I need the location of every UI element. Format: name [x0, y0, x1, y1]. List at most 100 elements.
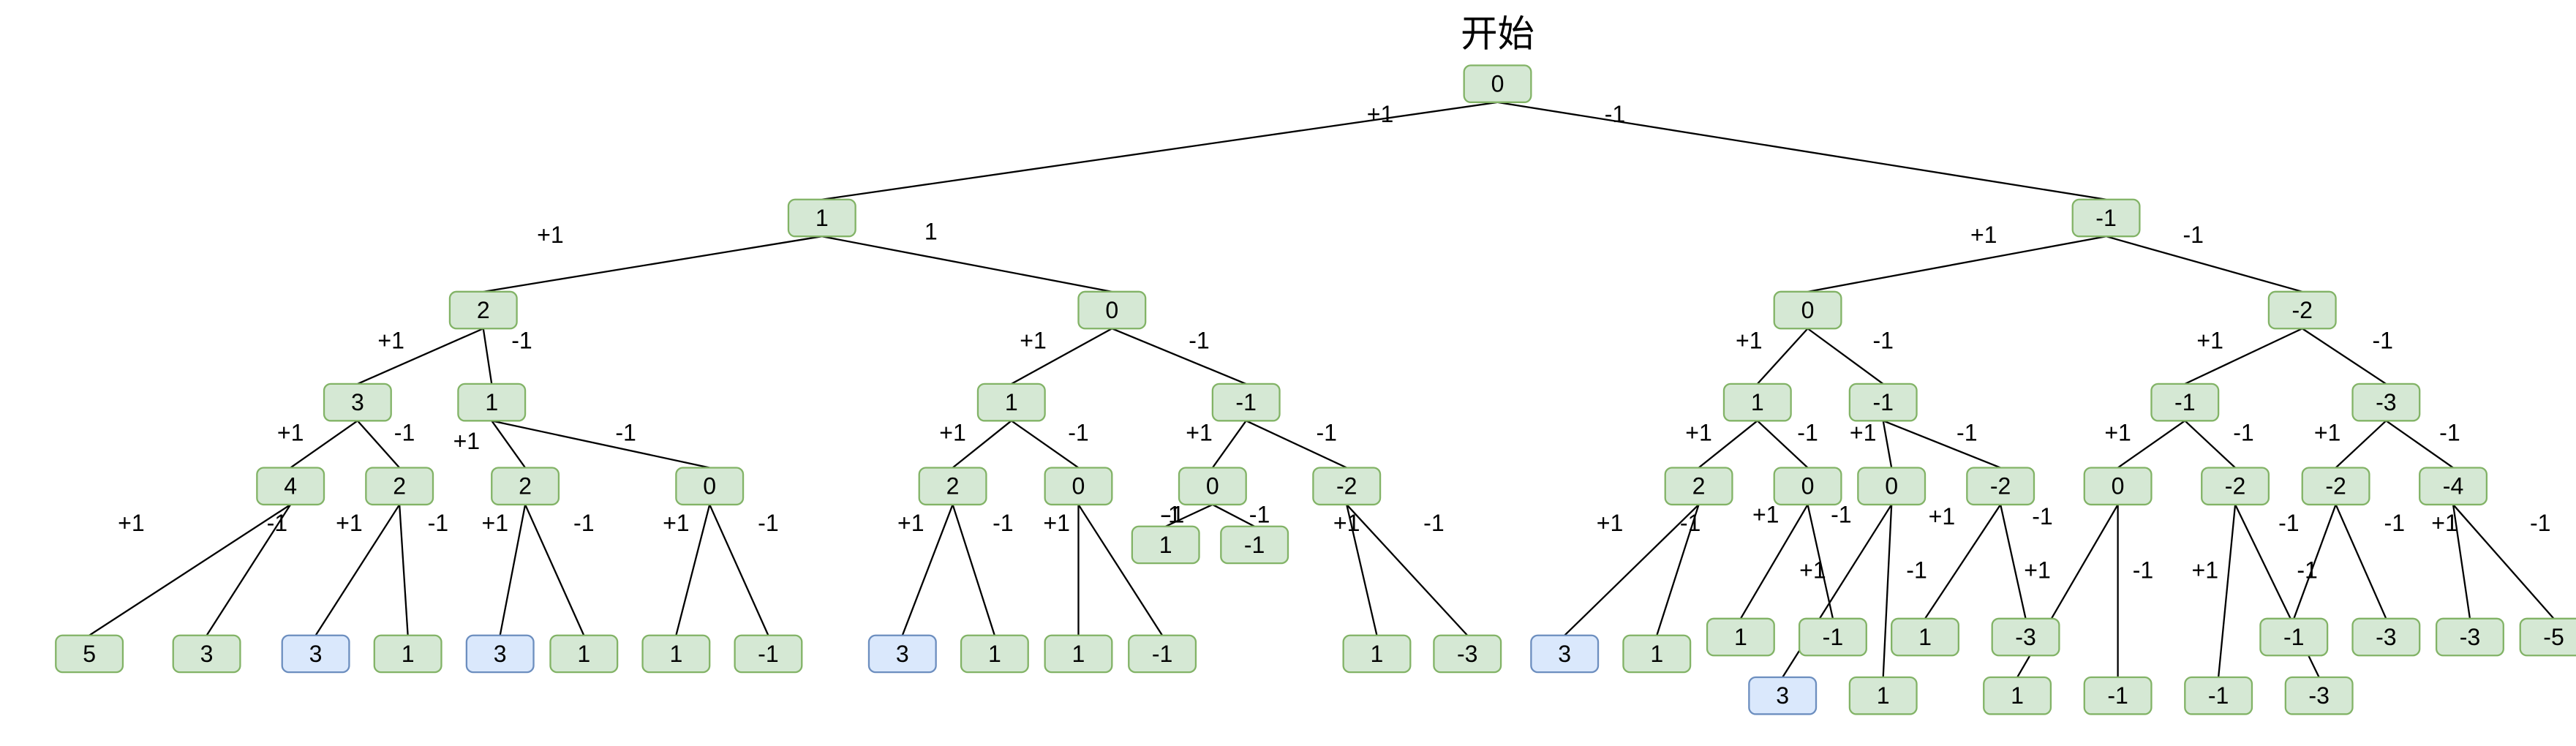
edge-label: +1 [1597, 510, 1624, 536]
edge-label: +1 [118, 510, 145, 536]
tree-node-label: -1 [1152, 641, 1173, 667]
tree-node-label: -3 [2308, 682, 2330, 709]
edge-label: -1 [2183, 222, 2204, 248]
edge [1213, 505, 1254, 527]
edge-label: -1 [2372, 327, 2393, 353]
edge [2000, 505, 2025, 619]
edge [1498, 102, 2106, 200]
tree-node-label: -2 [2325, 473, 2346, 500]
edge [483, 236, 822, 292]
tree-node-label: 1 [1159, 532, 1172, 558]
edge-label: -1 [2530, 510, 2551, 536]
tree-node-label: 0 [1491, 71, 1504, 97]
tree-node-label: -1 [2208, 682, 2229, 709]
edge-label: +1 [663, 510, 690, 536]
tree-node-label: -2 [1990, 473, 2011, 500]
edge-label: +1 [1929, 503, 1956, 530]
tree-node-label: 1 [577, 641, 590, 667]
edge [2336, 421, 2387, 467]
tree-node-label: -1 [2174, 389, 2196, 415]
diagram-title: 开始 [1461, 12, 1534, 54]
edge-label: -1 [1068, 419, 1089, 445]
tree-node-label: -2 [2225, 473, 2246, 500]
edge-label: +1 [1367, 101, 1394, 127]
tree-node-label: 0 [1801, 297, 1815, 323]
tree-node-label: 1 [2011, 682, 2024, 709]
edge-label: +1 [1186, 419, 1213, 445]
edge-label: +1 [1799, 557, 1826, 583]
edge-label: -1 [511, 327, 532, 353]
tree-node-label: 0 [1105, 297, 1118, 323]
edge-label: +1 [1850, 419, 1877, 445]
tree-node-label: 1 [1918, 624, 1932, 650]
tree-node-label: -1 [2107, 682, 2128, 709]
tree-node-label: -2 [2291, 297, 2313, 323]
edge-label: +1 [277, 419, 304, 445]
tree-node-label: 2 [477, 297, 490, 323]
edge [1078, 505, 1162, 636]
tree-node-label: 3 [1558, 641, 1571, 667]
tree-diagram: +1 -1 +1 1 +1 -1 +1 -1 +1 -1 +1 -1 +1 -1 +1 -1 +1 -1 +1 -1 +… [0, 0, 2576, 746]
edge-label: -1 [993, 510, 1014, 536]
tree-node-label: -1 [1823, 624, 1844, 650]
edge-label: 1 [924, 218, 938, 244]
tree-node-label: 3 [351, 389, 364, 415]
edge-label: +1 [1685, 419, 1712, 445]
tree-node-label: 2 [519, 473, 532, 500]
edge-label: +1 [2314, 419, 2341, 445]
edge-label: +1 [377, 327, 404, 353]
edge [2106, 236, 2302, 292]
edge-label: +1 [482, 510, 509, 536]
tree-node-label: -1 [1244, 532, 1265, 558]
edge-label: -1 [1316, 419, 1337, 445]
tree-node-label: 1 [1751, 389, 1764, 415]
tree-node-label: -3 [2376, 389, 2397, 415]
edge-label: -1 [573, 510, 595, 536]
edge-label: -1 [1249, 502, 1270, 528]
edge-label: -1 [2439, 419, 2460, 445]
edge [2336, 505, 2387, 619]
tree-node-label: 0 [1885, 473, 1898, 500]
edge [822, 236, 1112, 292]
edge-label: -1 [428, 510, 449, 536]
edge-label: -1 [267, 510, 288, 536]
tree-node-label: 1 [1072, 641, 1085, 667]
tree-node-label: 1 [988, 641, 1001, 667]
tree-node-label: 1 [816, 205, 829, 231]
edge-label: -1 [2384, 510, 2406, 536]
edge [1883, 421, 1891, 467]
tree-node-label: -3 [2376, 624, 2397, 650]
edge-label: -1 [2032, 503, 2053, 530]
tree-node-label: -1 [1235, 389, 1257, 415]
edge-label: +1 [1736, 327, 1763, 353]
tree-node-label: -1 [2283, 624, 2305, 650]
edge [822, 102, 1498, 200]
edge-label: -1 [1680, 510, 1701, 536]
edge [483, 328, 492, 384]
edge-label: +1 [537, 222, 564, 248]
edge-label: -1 [758, 510, 779, 536]
edge-label: -1 [1872, 327, 1894, 353]
edge [2218, 505, 2235, 677]
edge-label: -1 [1605, 101, 1626, 127]
edge-label: +1 [2104, 419, 2131, 445]
edge-label: -1 [1831, 502, 1852, 528]
edge [1808, 236, 2106, 292]
tree-node-label: 4 [284, 473, 297, 500]
edge-label: +1 [453, 428, 481, 454]
edge-label: -1 [1160, 502, 1181, 528]
tree-node-label: 3 [896, 641, 909, 667]
edge-label: -1 [1797, 419, 1818, 445]
edge [1808, 328, 1883, 384]
edge-label: -1 [2133, 557, 2154, 583]
edge-label: +1 [336, 510, 363, 536]
edge [1347, 505, 1467, 636]
edge [2185, 421, 2235, 467]
tree-node-label: 0 [1801, 473, 1815, 500]
tree-node-label: -1 [2095, 205, 2117, 231]
tree-node-label: -3 [2460, 624, 2481, 650]
tree-node-label: 3 [200, 641, 214, 667]
edge [399, 505, 407, 636]
edge-label: -1 [394, 419, 415, 445]
tree-node-label: 1 [1650, 641, 1663, 667]
